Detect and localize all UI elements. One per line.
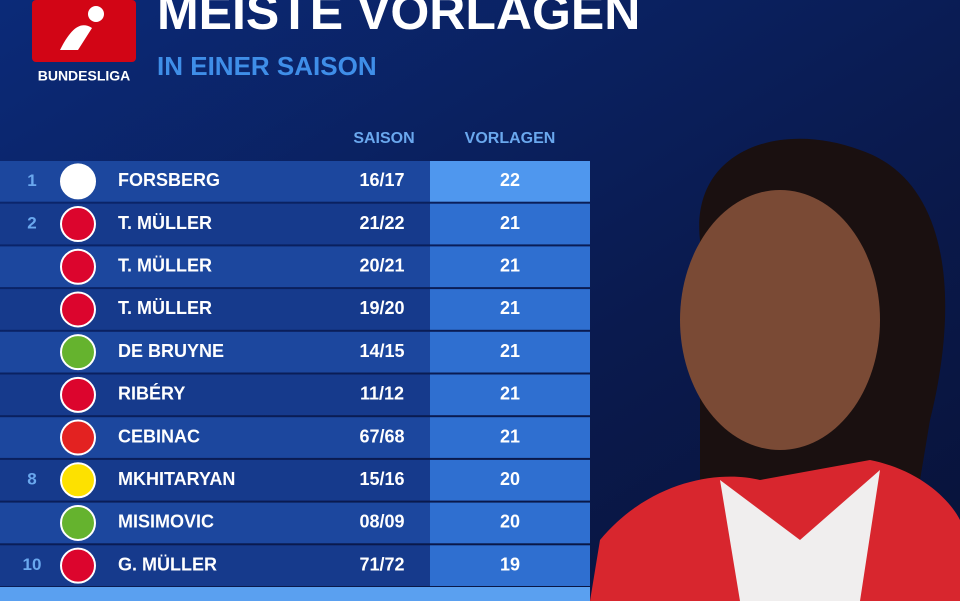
club-logo [60, 163, 96, 200]
assists: 21 [500, 426, 520, 446]
value-cell [430, 331, 590, 373]
assists: 20 [500, 469, 520, 489]
player-photo [590, 138, 960, 601]
season: 11/12 [360, 384, 404, 404]
value-cell [430, 459, 590, 501]
season: 71/72 [359, 554, 404, 574]
club-logo [60, 547, 96, 584]
league-logo: BUNDESLIGA [32, 0, 136, 84]
rank: 10 [23, 555, 42, 574]
player-name: CEBINAC [118, 426, 200, 446]
club-logo [60, 291, 96, 328]
value-cell [430, 417, 590, 458]
season: 14/15 [359, 341, 404, 361]
player-name: T. MÜLLER [118, 213, 212, 233]
player-name: DE BRUYNE [118, 341, 224, 361]
logo-text: BUNDESLIGA [38, 68, 131, 84]
club-logo [60, 419, 96, 456]
season: 16/17 [359, 170, 404, 190]
assists: 19 [500, 554, 520, 574]
club-logo [60, 462, 96, 499]
value-cell [430, 203, 590, 245]
season: 21/22 [359, 213, 404, 233]
title: MEISTE VORLAGEN [157, 0, 640, 40]
assists: 21 [500, 256, 520, 276]
value-cell [430, 374, 590, 416]
table-row: MISIMOVIC 08/09 20 [0, 502, 590, 544]
subtitle: IN EINER SAISON [157, 51, 377, 81]
club-logo [60, 504, 96, 541]
season: 20/21 [359, 256, 404, 276]
table-row: 2 T. MÜLLER 21/22 21 [0, 203, 590, 245]
value-cell [430, 502, 590, 544]
table-row: RIBÉRY 11/12 21 [0, 374, 590, 416]
table-row: CEBINAC 67/68 21 [0, 417, 590, 458]
player-name: T. MÜLLER [118, 298, 212, 318]
value-cell [430, 289, 590, 330]
player-name: G. MÜLLER [118, 554, 217, 574]
club-logo [60, 376, 96, 413]
season: 19/20 [359, 298, 404, 318]
cut-off-row [0, 587, 590, 601]
club-logo [60, 334, 96, 371]
player-name: FORSBERG [118, 170, 220, 190]
player-name: MKHITARYAN [118, 469, 235, 489]
assists: 21 [500, 384, 520, 404]
player-name: T. MÜLLER [118, 256, 212, 276]
value-cell [430, 545, 590, 586]
assists: 20 [500, 512, 520, 532]
assists: 21 [500, 341, 520, 361]
table-row: 1 FORSBERG 16/17 22 [0, 161, 590, 202]
rank: 1 [27, 171, 36, 190]
table-row: 8 MKHITARYAN 15/16 20 [0, 459, 590, 501]
season: 67/68 [359, 426, 404, 446]
assists: 21 [500, 213, 520, 233]
value-cell [430, 246, 590, 288]
table-row: T. MÜLLER 20/21 21 [0, 246, 590, 288]
player-name: RIBÉRY [118, 383, 185, 404]
club-logo [60, 248, 96, 285]
table-row: T. MÜLLER 19/20 21 [0, 289, 590, 330]
club-logo [60, 206, 96, 243]
value-cell [430, 161, 590, 202]
rank: 2 [27, 214, 36, 233]
table-row: DE BRUYNE 14/15 21 [0, 331, 590, 373]
table-row: 10 G. MÜLLER 71/72 19 [0, 545, 590, 586]
column-header: VORLAGEN [465, 130, 556, 147]
season: 15/16 [359, 469, 404, 489]
assists: 21 [500, 298, 520, 318]
player-name: MISIMOVIC [118, 512, 214, 532]
rank: 8 [27, 470, 36, 489]
season: 08/09 [359, 512, 404, 532]
column-header: SAISON [353, 130, 414, 147]
assists: 22 [500, 170, 520, 190]
